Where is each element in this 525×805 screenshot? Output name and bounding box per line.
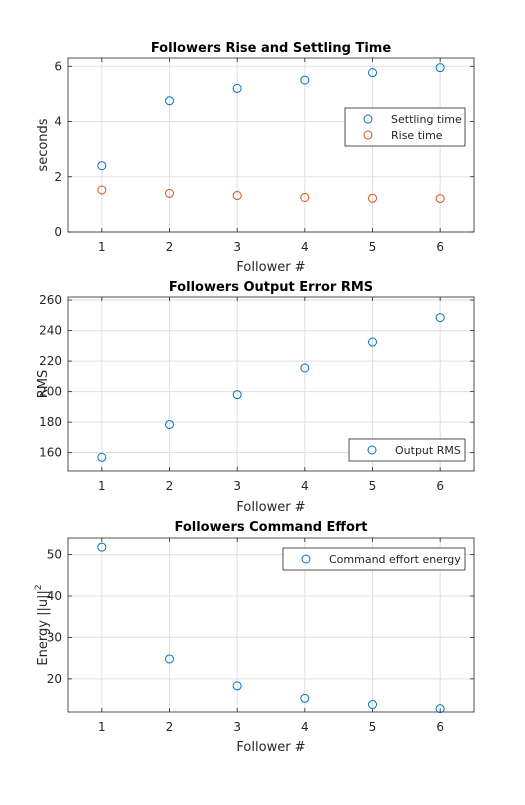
- x-tick-label: 3: [233, 240, 241, 254]
- x-tick-label: 6: [436, 720, 444, 734]
- data-point: [232, 83, 242, 93]
- y-tick-label: 40: [47, 589, 62, 603]
- chart-panel-1: 1 2 3 4 5 6 0 2 4 6 Followers Rise and Settling Ti…: [36, 41, 475, 275]
- y-tick-label: 4: [54, 115, 62, 129]
- data-point: [97, 542, 107, 552]
- y-axis-label-main: Energy ||u||: [36, 590, 51, 665]
- legend-entry: Rise time: [391, 129, 443, 142]
- y-tick-label: 20: [47, 672, 62, 686]
- data-point: [368, 193, 377, 203]
- legend: Output RMS: [348, 438, 466, 462]
- x-tick-label: 6: [436, 479, 444, 493]
- data-point: [435, 704, 445, 714]
- legend-box: [344, 107, 466, 147]
- data-point: [435, 194, 445, 204]
- x-tick-label: 5: [369, 720, 377, 734]
- x-tick-label: 6: [436, 240, 444, 254]
- x-tick-label: 1: [98, 720, 106, 734]
- x-axis-label: Follower #: [236, 740, 305, 755]
- legend-entry: Settling time: [391, 113, 462, 126]
- x-tick-label: 4: [301, 720, 309, 734]
- y-tick-label: 6: [54, 59, 62, 73]
- y-tick-label: 2: [54, 170, 62, 184]
- data-point: [232, 390, 242, 400]
- axes-box: [67, 537, 475, 713]
- x-tick-label: 4: [301, 479, 309, 493]
- data-point: [97, 185, 107, 195]
- chart-title: Followers Output Error RMS: [169, 280, 373, 295]
- y-tick-label: 240: [39, 324, 62, 338]
- data-point: [97, 452, 107, 462]
- legend-marker: [363, 130, 373, 140]
- data-point: [368, 68, 377, 78]
- y-axis-label: seconds: [36, 118, 51, 171]
- x-tick-label: 1: [98, 240, 106, 254]
- legend: Command effort energy: [282, 547, 466, 571]
- x-tick-label: 5: [369, 240, 377, 254]
- x-axis-label: Follower #: [236, 500, 305, 515]
- data-point: [368, 700, 377, 710]
- data-point: [300, 75, 310, 85]
- chart-title: Followers Command Effort: [174, 520, 367, 535]
- legend-marker: [363, 114, 373, 124]
- y-tick-label: 50: [47, 548, 62, 562]
- data-point: [368, 337, 377, 347]
- y-tick-label: 260: [39, 293, 62, 307]
- x-tick-label: 4: [301, 240, 309, 254]
- y-tick-label: 0: [54, 225, 62, 239]
- chart-title: Followers Rise and Settling Time: [151, 41, 392, 56]
- x-tick-label: 2: [166, 240, 174, 254]
- y-tick-label: 200: [39, 385, 62, 399]
- x-tick-label: 5: [369, 479, 377, 493]
- chart-panel-3: 1 2 3 4 5 6 20 30 40 50 Followers Command Effort Fo…: [34, 520, 475, 755]
- x-tick-label: 2: [166, 720, 174, 734]
- y-tick-label: 160: [39, 446, 62, 460]
- y-tick-label: 30: [47, 630, 62, 644]
- legend-marker: [367, 445, 377, 455]
- data-point: [232, 681, 242, 691]
- legend-entry: Command effort energy: [329, 553, 461, 566]
- data-point: [435, 313, 445, 323]
- data-point: [97, 161, 107, 171]
- x-tick-label: 3: [233, 479, 241, 493]
- legend: Settling time Rise time: [344, 107, 466, 147]
- x-tick-label: 1: [98, 479, 106, 493]
- y-axis-label-exponent: 2: [34, 584, 44, 590]
- data-point: [435, 63, 445, 73]
- x-tick-label: 2: [166, 479, 174, 493]
- y-tick-label: 180: [39, 415, 62, 429]
- x-tick-label: 3: [233, 720, 241, 734]
- chart-panel-2: 1 2 3 4 5 6 160 180 200 220 240 260 Followers Output…: [36, 280, 475, 515]
- data-point: [165, 419, 174, 429]
- data-point: [232, 191, 242, 201]
- axes-box: [67, 296, 475, 472]
- y-axis-label: Energy ||u||2: [34, 584, 51, 665]
- axes-box: [67, 57, 475, 233]
- legend-marker: [301, 554, 311, 564]
- y-tick-label: 220: [39, 354, 62, 368]
- legend-entry: Output RMS: [395, 444, 461, 457]
- data-point: [165, 96, 174, 106]
- legend-box: [348, 438, 466, 462]
- data-point: [300, 192, 310, 202]
- data-point: [300, 363, 310, 373]
- legend-box: [282, 547, 466, 571]
- data-point: [300, 693, 310, 703]
- data-point: [165, 188, 174, 198]
- x-axis-label: Follower #: [236, 260, 305, 275]
- data-point: [165, 654, 174, 664]
- y-axis-label: RMS: [36, 370, 51, 399]
